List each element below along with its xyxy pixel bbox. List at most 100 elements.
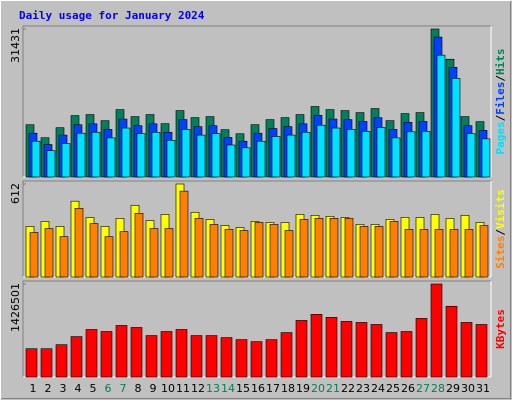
x-tick-label: 2 (45, 382, 52, 395)
y-tick-label: 1426501 (9, 283, 22, 332)
bar (374, 226, 384, 278)
legend-entry: KBytes (494, 309, 507, 349)
bar (239, 230, 249, 278)
x-tick-label: 15 (236, 382, 250, 395)
bar (160, 331, 173, 378)
x-tick-label: 5 (90, 382, 97, 395)
x-tick-label: 23 (356, 382, 370, 395)
bar (284, 230, 294, 278)
x-tick-label: 21 (326, 382, 340, 395)
bar (280, 332, 293, 378)
bar (466, 133, 476, 178)
x-tick-label: 14 (221, 382, 235, 395)
bar (325, 317, 338, 378)
bar (220, 337, 233, 378)
bar (74, 208, 84, 278)
bar (25, 348, 38, 378)
legend-entry: Sites (494, 236, 507, 269)
bar (436, 54, 446, 178)
bar (314, 218, 324, 278)
bar (344, 218, 354, 278)
bar (115, 325, 128, 378)
bar (211, 133, 221, 178)
bar (166, 139, 176, 178)
bar (475, 324, 488, 378)
bar (340, 321, 353, 378)
bar (205, 335, 218, 378)
x-tick-label: 3 (60, 382, 67, 395)
bar (415, 318, 428, 378)
legend-separator: / (494, 229, 507, 236)
bar (181, 129, 191, 178)
bar (481, 138, 491, 178)
bar (421, 131, 431, 178)
x-tick-label: 28 (431, 382, 445, 395)
x-tick-label: 12 (191, 382, 205, 395)
bar (404, 229, 414, 278)
bar (460, 322, 473, 378)
x-tick-label: 10 (161, 382, 175, 395)
bar (149, 228, 159, 278)
bar (196, 134, 206, 178)
x-tick-label: 19 (296, 382, 310, 395)
bar (269, 224, 279, 278)
bar (104, 236, 114, 278)
bar (286, 134, 296, 178)
bar (130, 327, 143, 378)
bar (91, 131, 101, 178)
x-tick-label: 4 (75, 382, 82, 395)
x-tick-label: 20 (311, 382, 325, 395)
bar (89, 223, 99, 278)
x-tick-label: 30 (461, 382, 475, 395)
x-tick-label: 7 (120, 382, 127, 395)
bar (31, 140, 41, 178)
x-tick-label: 22 (341, 382, 355, 395)
bar (331, 127, 341, 178)
x-tick-label: 13 (206, 382, 220, 395)
bar (119, 231, 129, 278)
x-tick-label: 9 (150, 382, 157, 395)
bar (355, 322, 368, 378)
bar (29, 232, 39, 278)
bar (406, 131, 416, 178)
bar (44, 228, 54, 278)
x-tick-label: 6 (105, 382, 112, 395)
bar (256, 140, 266, 178)
legend-entry: Pages (494, 121, 507, 154)
x-tick-label: 11 (176, 382, 190, 395)
bar (329, 218, 339, 278)
bar (164, 228, 174, 278)
bar (316, 124, 326, 178)
y-tick-label: 612 (9, 183, 22, 204)
legend-separator: / (494, 75, 507, 82)
bar (179, 190, 189, 278)
bar (271, 136, 281, 178)
bar (85, 329, 98, 378)
bar (136, 133, 146, 178)
x-tick-label: 26 (401, 382, 415, 395)
legend: Pages/Files/Hits (494, 49, 507, 155)
bar (235, 339, 248, 378)
bar (479, 225, 489, 278)
bar (190, 335, 203, 378)
bar (299, 219, 309, 278)
bar (400, 331, 413, 378)
bar (376, 127, 386, 178)
bar (301, 131, 311, 178)
bar (295, 320, 308, 378)
legend-entry: Visits (494, 189, 507, 229)
x-tick-label: 17 (266, 382, 280, 395)
bar (40, 348, 53, 378)
bar (464, 229, 474, 278)
bar (430, 283, 443, 378)
legend: KBytes (494, 309, 507, 349)
bar (391, 137, 401, 178)
x-tick-label: 1 (30, 382, 37, 395)
bar (250, 341, 263, 378)
x-tick-label: 27 (416, 382, 430, 395)
x-tick-label: 25 (386, 382, 400, 395)
bar (226, 144, 236, 178)
bar (151, 131, 161, 178)
